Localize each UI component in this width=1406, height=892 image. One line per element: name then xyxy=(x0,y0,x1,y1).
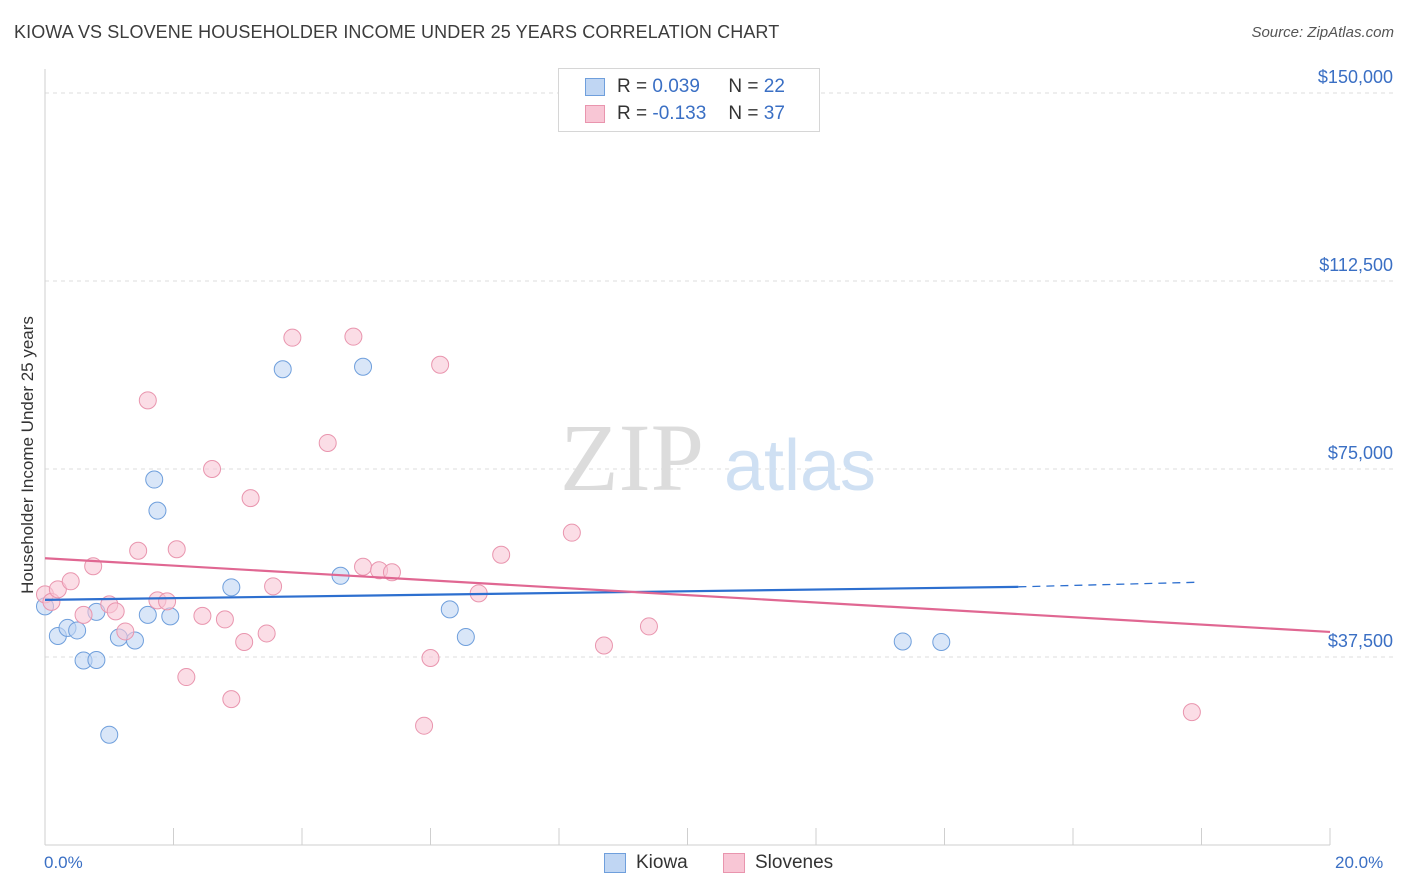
y-tick-label: $112,500 xyxy=(1319,255,1393,275)
legend-n-label: N = xyxy=(728,76,759,97)
kiowa-point xyxy=(145,470,164,489)
legend-row-slovenes: R = -0.133 N = 37 xyxy=(585,101,785,127)
bottom-legend-slovenes: Slovenes xyxy=(723,852,833,874)
kiowa-point xyxy=(100,725,119,744)
kiowa-trend-extension xyxy=(1018,581,1196,588)
legend-n-value: 37 xyxy=(763,103,785,124)
slovenes-point xyxy=(48,580,67,599)
slovenes-point xyxy=(203,460,222,479)
watermark-zip: ZIP xyxy=(560,404,704,511)
x-tick-label-min: 0.0% xyxy=(44,853,83,872)
source-credit: Source: ZipAtlas.com xyxy=(1251,24,1394,41)
legend-row-kiowa: R = 0.039 N = 22 xyxy=(585,74,785,100)
slovenes-point xyxy=(193,606,212,625)
x-ticks xyxy=(44,828,1331,845)
legend-n-label: N = xyxy=(728,103,759,124)
slovenes-point xyxy=(138,391,157,410)
bottom-legend-swatch-kiowa xyxy=(604,853,626,873)
kiowa-point xyxy=(222,578,241,597)
kiowa-point xyxy=(456,627,475,646)
legend-r-value: 0.039 xyxy=(652,76,700,97)
slovenes-trend-line xyxy=(44,557,1331,634)
kiowa-point xyxy=(87,651,106,670)
slovenes-point xyxy=(241,489,260,508)
kiowa-point xyxy=(68,621,87,640)
slovenes-point xyxy=(382,563,401,582)
legend-r-label: R = xyxy=(617,103,648,124)
slovenes-point xyxy=(74,605,93,624)
bottom-legend-swatch-slovenes xyxy=(723,853,745,873)
data-points xyxy=(36,327,1201,744)
slovenes-point xyxy=(235,632,254,651)
slovenes-point xyxy=(431,355,450,374)
slovenes-point xyxy=(318,433,337,452)
correlation-legend: R = 0.039 N = 22 R = -0.133 N = 37 xyxy=(558,68,820,132)
slovenes-point xyxy=(167,540,186,559)
slovenes-point xyxy=(215,610,234,629)
slovenes-point xyxy=(116,622,135,641)
slovenes-point xyxy=(264,577,283,596)
slovenes-point xyxy=(354,557,373,576)
watermark: ZIP atlas xyxy=(560,404,876,511)
slovenes-point xyxy=(639,617,658,636)
y-tick-labels: $37,500 $75,000 $112,500 $150,000 xyxy=(1318,67,1393,651)
slovenes-point xyxy=(106,602,125,621)
kiowa-point xyxy=(932,632,951,651)
legend-swatch-slovenes xyxy=(585,105,605,123)
x-tick-label-max: 20.0% xyxy=(1335,853,1384,872)
legend-r-value: -0.133 xyxy=(652,103,707,124)
slovenes-point xyxy=(222,690,241,709)
slovenes-point xyxy=(158,592,177,611)
kiowa-point xyxy=(273,360,292,379)
y-tick-label: $37,500 xyxy=(1328,631,1393,651)
legend-r-label: R = xyxy=(617,76,648,97)
kiowa-point xyxy=(148,501,167,520)
chart-title: KIOWA VS SLOVENE HOUSEHOLDER INCOME UNDE… xyxy=(14,22,780,42)
watermark-atlas: atlas xyxy=(724,426,876,506)
slovenes-point xyxy=(61,572,80,591)
gridlines xyxy=(45,92,1395,658)
legend-n-value: 22 xyxy=(763,76,785,97)
kiowa-trend-line xyxy=(44,585,1019,601)
y-tick-label: $75,000 xyxy=(1328,443,1393,463)
bottom-legend-kiowa: Kiowa xyxy=(604,852,688,874)
slovenes-point xyxy=(594,636,613,655)
bottom-legend-label-kiowa: Kiowa xyxy=(636,852,688,873)
slovenes-point xyxy=(344,327,363,346)
slovenes-point xyxy=(415,716,434,735)
kiowa-point xyxy=(440,600,459,619)
y-tick-label: $150,000 xyxy=(1318,67,1393,87)
slovenes-point xyxy=(1182,703,1201,722)
kiowa-point xyxy=(893,632,912,651)
legend-swatch-kiowa xyxy=(585,78,605,96)
slovenes-point xyxy=(492,545,511,564)
slovenes-point xyxy=(177,668,196,687)
slovenes-point xyxy=(257,624,276,643)
kiowa-point xyxy=(354,357,373,376)
slovenes-point xyxy=(283,328,302,347)
trend-lines xyxy=(44,557,1331,634)
kiowa-point xyxy=(161,607,180,626)
kiowa-point xyxy=(138,605,157,624)
slovenes-point xyxy=(562,523,581,542)
bottom-legend-label-slovenes: Slovenes xyxy=(755,852,834,873)
slovenes-point xyxy=(421,649,440,668)
slovenes-point xyxy=(129,541,148,560)
